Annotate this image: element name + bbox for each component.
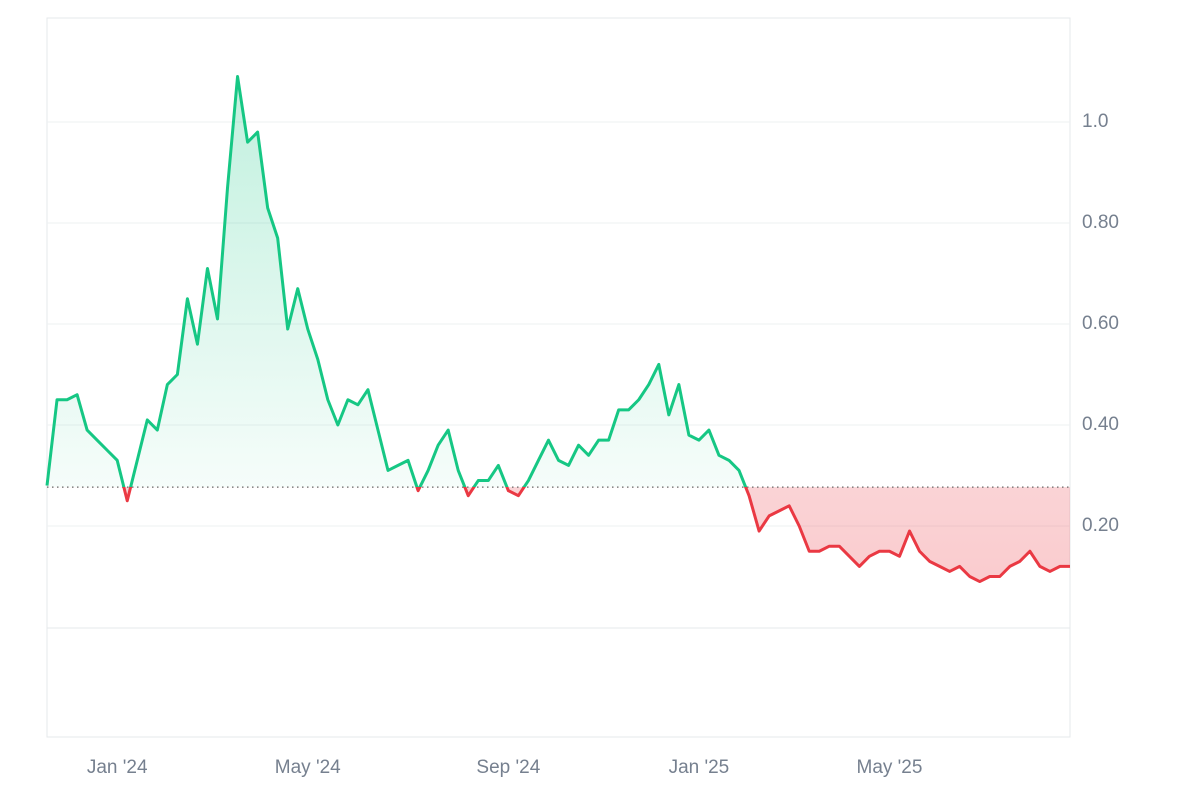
y-tick-label: 0.20 xyxy=(1082,515,1119,536)
x-tick-label: May '25 xyxy=(857,757,923,778)
y-tick-label: 0.80 xyxy=(1082,212,1119,233)
x-tick-label: Jan '24 xyxy=(87,757,148,778)
x-tick-label: Sep '24 xyxy=(476,757,540,778)
y-tick-label: 0.60 xyxy=(1082,313,1119,334)
area xyxy=(47,76,1070,582)
price-line xyxy=(45,75,1070,584)
plot-frame xyxy=(46,17,1071,738)
x-tick-label: Jan '25 xyxy=(669,757,730,778)
y-tick-label: 0.40 xyxy=(1082,414,1119,435)
y-tick-label: 1.0 xyxy=(1082,111,1108,132)
x-tick-label: May '24 xyxy=(275,757,341,778)
